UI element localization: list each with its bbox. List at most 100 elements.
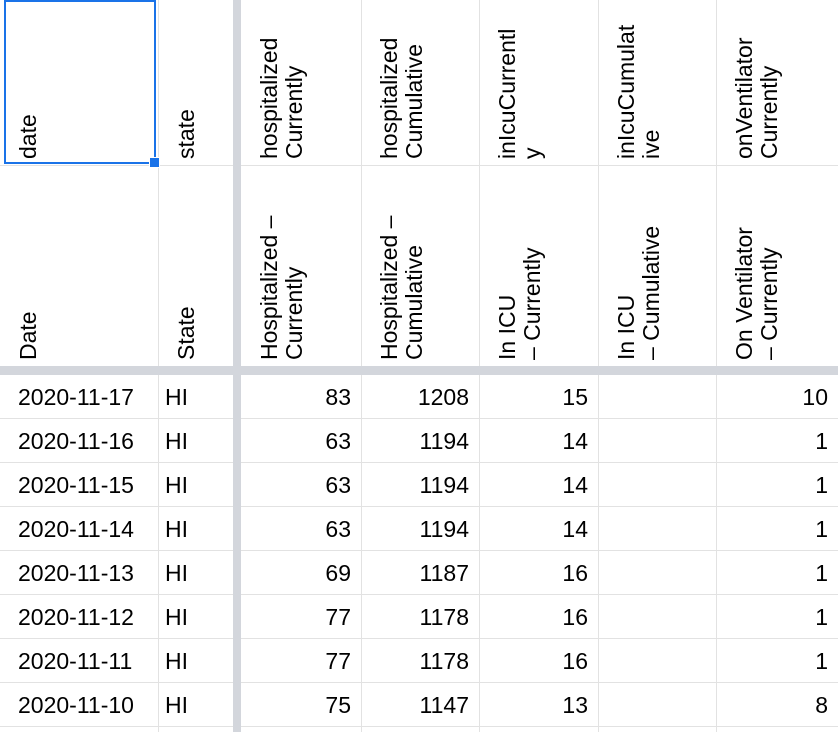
table-cell-vent_cur[interactable]: 1 xyxy=(716,639,838,683)
cell-value: HI xyxy=(165,383,188,410)
table-cell-vent_cur[interactable]: 1 xyxy=(716,463,838,507)
cell-value: 16 xyxy=(562,603,588,630)
table-cell-hosp_cur[interactable]: 63 xyxy=(241,507,361,551)
table-cell-date[interactable]: 2020-11-11 xyxy=(0,639,158,683)
header-label-vent_cur-text: On Ventilator – Currently xyxy=(731,227,782,360)
table-cell-icu_cur[interactable]: 14 xyxy=(479,507,598,551)
header-field-vent_cur[interactable]: onVentilator Currently xyxy=(716,0,838,165)
header-field-state[interactable]: state xyxy=(158,0,233,165)
table-cell-date[interactable]: 2020-11-12 xyxy=(0,595,158,639)
table-cell-hosp_cum[interactable]: 1194 xyxy=(361,463,479,507)
table-cell-state[interactable]: HI xyxy=(158,375,233,419)
table-cell-date[interactable]: 2020-11-17 xyxy=(0,375,158,419)
header-label-hosp_cur-text: Hospitalized – Currently xyxy=(256,215,307,360)
table-cell-icu_cum[interactable] xyxy=(598,463,716,507)
cell-value: 2020-11-12 xyxy=(18,603,134,630)
table-cell-state[interactable]: HI xyxy=(158,639,233,683)
header-label-hosp_cum-text: Hospitalized – Cumulative xyxy=(376,215,427,360)
table-cell-icu_cum[interactable] xyxy=(598,595,716,639)
cell-value: 16 xyxy=(562,559,588,586)
table-cell-icu_cum[interactable] xyxy=(598,639,716,683)
cell-value: HI xyxy=(165,691,188,718)
table-cell-hosp_cur[interactable]: 63 xyxy=(241,463,361,507)
header-label-vent_cur[interactable]: On Ventilator – Currently xyxy=(716,165,838,366)
table-cell-hosp_cur[interactable]: 63 xyxy=(241,419,361,463)
fill-handle[interactable] xyxy=(149,157,160,168)
table-cell-state[interactable]: HI xyxy=(158,507,233,551)
table-cell-icu_cur[interactable]: 14 xyxy=(479,463,598,507)
table-cell-icu_cur[interactable]: 13 xyxy=(479,683,598,727)
header-label-hosp_cum[interactable]: Hospitalized – Cumulative xyxy=(361,165,479,366)
table-cell-icu_cum[interactable] xyxy=(598,507,716,551)
header-field-icu_cum[interactable]: inIcuCumulat ive xyxy=(598,0,716,165)
table-cell-hosp_cum[interactable]: 1187 xyxy=(361,551,479,595)
table-cell-hosp_cum[interactable]: 1194 xyxy=(361,507,479,551)
cell-value: HI xyxy=(165,603,188,630)
table-cell-hosp_cur[interactable]: 77 xyxy=(241,595,361,639)
cell-value: 2020-11-14 xyxy=(18,515,134,542)
header-field-hosp_cum-text: hospitalized Cumulative xyxy=(376,37,427,159)
header-field-hosp_cur-text: hospitalized Currently xyxy=(256,37,307,159)
table-cell-state[interactable]: HI xyxy=(158,463,233,507)
cell-value: HI xyxy=(165,427,188,454)
table-cell-hosp_cur[interactable]: 83 xyxy=(241,375,361,419)
table-cell-icu_cur[interactable]: 16 xyxy=(479,551,598,595)
table-cell-icu_cum[interactable] xyxy=(598,683,716,727)
table-cell-state[interactable]: HI xyxy=(158,595,233,639)
table-cell-date[interactable]: 2020-11-15 xyxy=(0,463,158,507)
table-cell-state[interactable]: HI xyxy=(158,551,233,595)
header-field-icu_cur[interactable]: inIcuCurrentl y xyxy=(479,0,598,165)
table-cell-hosp_cum[interactable]: 1178 xyxy=(361,595,479,639)
table-cell-hosp_cur[interactable]: 69 xyxy=(241,551,361,595)
cell-value: 1 xyxy=(815,647,828,674)
table-cell-vent_cur[interactable]: 8 xyxy=(716,683,838,727)
cell-value: 14 xyxy=(562,427,588,454)
table-cell-hosp_cum[interactable]: 1147 xyxy=(361,683,479,727)
cell-value: 1194 xyxy=(419,427,469,454)
cell-value: 69 xyxy=(325,559,351,586)
table-cell-date[interactable]: 2020-11-10 xyxy=(0,683,158,727)
header-label-date[interactable]: Date xyxy=(0,165,158,366)
table-cell-vent_cur[interactable]: 1 xyxy=(716,507,838,551)
table-cell-hosp_cur[interactable]: 77 xyxy=(241,639,361,683)
header-label-hosp_cur[interactable]: Hospitalized – Currently xyxy=(241,165,361,366)
table-cell-icu_cum[interactable] xyxy=(598,375,716,419)
table-cell-hosp_cur[interactable]: 75 xyxy=(241,683,361,727)
cell-value: 13 xyxy=(562,691,588,718)
table-cell-icu_cum[interactable] xyxy=(598,551,716,595)
header-label-state[interactable]: State xyxy=(158,165,233,366)
table-cell-state[interactable]: HI xyxy=(158,419,233,463)
table-cell-icu_cur[interactable]: 15 xyxy=(479,375,598,419)
table-cell-icu_cur[interactable]: 16 xyxy=(479,639,598,683)
cell-value: 63 xyxy=(325,515,351,542)
table-cell-vent_cur[interactable]: 10 xyxy=(716,375,838,419)
cell-value: HI xyxy=(165,471,188,498)
header-field-date[interactable]: date xyxy=(0,0,158,165)
header-label-icu_cum[interactable]: In ICU – Cumulative xyxy=(598,165,716,366)
table-cell-icu_cum[interactable] xyxy=(598,419,716,463)
cell-value: HI xyxy=(165,559,188,586)
table-cell-date[interactable]: 2020-11-14 xyxy=(0,507,158,551)
table-cell-date[interactable]: 2020-11-13 xyxy=(0,551,158,595)
table-cell-date[interactable]: 2020-11-16 xyxy=(0,419,158,463)
table-cell-hosp_cum[interactable]: 1194 xyxy=(361,419,479,463)
table-cell-icu_cur[interactable]: 16 xyxy=(479,595,598,639)
freeze-divider-horizontal[interactable] xyxy=(0,366,838,375)
gridline-horizontal xyxy=(0,638,838,639)
table-cell-vent_cur[interactable]: 1 xyxy=(716,419,838,463)
table-cell-vent_cur[interactable]: 1 xyxy=(716,551,838,595)
table-cell-vent_cur[interactable]: 1 xyxy=(716,595,838,639)
cell-value: 77 xyxy=(325,647,351,674)
cell-value: 63 xyxy=(325,471,351,498)
cell-value: 1194 xyxy=(419,515,469,542)
cell-value: 2020-11-10 xyxy=(18,691,134,718)
table-cell-icu_cur[interactable]: 14 xyxy=(479,419,598,463)
header-field-hosp_cur[interactable]: hospitalized Currently xyxy=(241,0,361,165)
table-cell-hosp_cum[interactable]: 1178 xyxy=(361,639,479,683)
header-label-icu_cur[interactable]: In ICU – Currently xyxy=(479,165,598,366)
header-field-hosp_cum[interactable]: hospitalized Cumulative xyxy=(361,0,479,165)
table-cell-hosp_cum[interactable]: 1208 xyxy=(361,375,479,419)
table-cell-state[interactable]: HI xyxy=(158,683,233,727)
cell-value: 77 xyxy=(325,603,351,630)
